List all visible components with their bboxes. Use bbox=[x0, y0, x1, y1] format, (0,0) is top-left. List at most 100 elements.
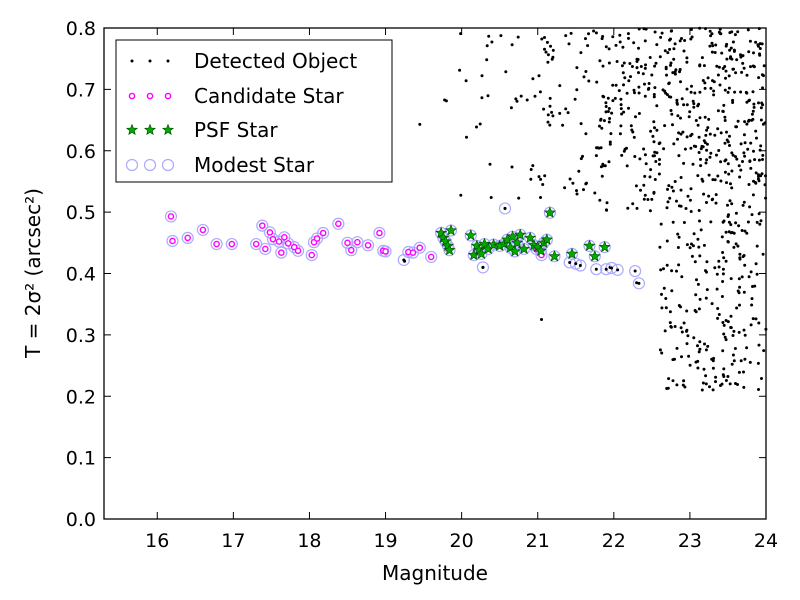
detected-object-point bbox=[697, 151, 701, 154]
detected-object-point bbox=[584, 132, 588, 136]
detected-object-point bbox=[548, 96, 552, 100]
detected-object-point bbox=[465, 135, 468, 139]
detected-object-point bbox=[707, 194, 711, 198]
detected-object-point bbox=[643, 193, 647, 197]
detected-object-point bbox=[727, 220, 731, 224]
detected-object-point bbox=[724, 338, 728, 342]
detected-object-point bbox=[480, 96, 484, 100]
detected-object-point bbox=[650, 73, 654, 77]
detected-object-point bbox=[725, 130, 728, 134]
detected-object-point bbox=[480, 74, 484, 78]
detected-object-point bbox=[581, 154, 584, 158]
detected-object-point bbox=[539, 177, 543, 181]
modest-star-center bbox=[574, 262, 578, 266]
detected-object-point bbox=[575, 192, 579, 196]
detected-object-point bbox=[635, 66, 639, 70]
detected-object-point bbox=[658, 55, 662, 59]
psf-star-point bbox=[518, 242, 531, 255]
detected-object-point bbox=[669, 325, 673, 329]
detected-object-point bbox=[485, 58, 489, 62]
detected-object-point bbox=[760, 172, 764, 176]
detected-object-point bbox=[605, 208, 609, 212]
psf-star-point bbox=[565, 247, 578, 259]
modest-star-point bbox=[590, 263, 603, 276]
detected-object-point bbox=[669, 29, 673, 33]
detected-object-point bbox=[694, 360, 698, 364]
detected-object-point bbox=[744, 90, 748, 94]
detected-object-point bbox=[721, 349, 725, 353]
detected-object-point bbox=[698, 297, 702, 301]
detected-object-point bbox=[710, 32, 714, 36]
candidate-star-point bbox=[169, 237, 176, 245]
detected-object-point bbox=[758, 222, 762, 226]
detected-object-point bbox=[529, 177, 533, 181]
detected-object-point bbox=[611, 35, 615, 39]
detected-object-point bbox=[621, 71, 625, 75]
detected-object-point bbox=[653, 30, 657, 34]
candidate-star-point bbox=[266, 229, 274, 236]
detected-object-point bbox=[723, 119, 727, 122]
detected-object-point bbox=[694, 145, 698, 148]
detected-object-point bbox=[708, 44, 712, 48]
detected-object-point bbox=[666, 187, 669, 191]
detected-object-point bbox=[584, 37, 587, 41]
detected-object-point bbox=[709, 220, 713, 224]
modest-star-point bbox=[307, 236, 321, 249]
detected-object-point bbox=[720, 295, 724, 298]
detected-object-point bbox=[478, 122, 482, 126]
detected-object-point bbox=[690, 254, 694, 258]
detected-object-point bbox=[631, 130, 635, 134]
modest-star-point bbox=[225, 237, 238, 251]
detected-object-point bbox=[604, 105, 608, 108]
detected-object-point bbox=[751, 317, 755, 321]
candidate-star-point bbox=[228, 240, 236, 248]
modest-star-point bbox=[345, 244, 358, 257]
detected-object-point bbox=[685, 56, 689, 60]
candidate-star-point bbox=[213, 240, 220, 248]
detected-object-point bbox=[626, 206, 630, 210]
detected-object-point bbox=[515, 99, 519, 103]
detected-object-point bbox=[732, 245, 736, 249]
detected-object-point bbox=[730, 169, 734, 173]
detected-object-point bbox=[551, 114, 555, 118]
detected-object-point bbox=[664, 297, 668, 300]
detected-object-point bbox=[748, 159, 752, 163]
detected-object-point bbox=[650, 197, 654, 201]
detected-object-point bbox=[546, 53, 550, 57]
detected-object-point bbox=[662, 267, 665, 271]
detected-object-point bbox=[569, 31, 573, 35]
detected-object-point bbox=[745, 346, 749, 350]
detected-object-point bbox=[671, 358, 675, 362]
detected-object-point bbox=[667, 81, 671, 85]
detected-object-point bbox=[696, 366, 700, 370]
detected-object-point bbox=[729, 182, 732, 186]
legend-label: Detected Object bbox=[194, 49, 357, 73]
detected-object-point bbox=[722, 367, 726, 371]
detected-object-point bbox=[728, 31, 732, 35]
detected-object-point bbox=[736, 244, 740, 248]
detected-object-point bbox=[666, 200, 670, 204]
modest-star-point bbox=[498, 202, 512, 215]
detected-object-point bbox=[700, 56, 704, 60]
detected-object-point bbox=[671, 71, 675, 75]
detected-object-point bbox=[677, 204, 681, 208]
detected-object-point bbox=[573, 97, 577, 101]
detected-object-point bbox=[696, 282, 700, 286]
detected-object-point bbox=[687, 354, 691, 358]
detected-object-point bbox=[739, 90, 743, 94]
detected-object-point bbox=[642, 147, 646, 151]
detected-object-point bbox=[757, 173, 760, 177]
detected-object-point bbox=[486, 94, 490, 98]
detected-object-point bbox=[752, 65, 756, 69]
detected-object-point bbox=[677, 154, 681, 158]
detected-object-point bbox=[723, 141, 727, 145]
detected-object-point bbox=[643, 82, 646, 86]
star-markers-layer bbox=[164, 202, 646, 290]
detected-object-point bbox=[690, 132, 694, 136]
detected-object-point bbox=[751, 90, 755, 94]
detected-object-point bbox=[713, 178, 717, 182]
detected-object-point bbox=[614, 83, 618, 87]
detected-object-point bbox=[685, 135, 689, 139]
detected-object-point bbox=[739, 142, 743, 146]
detected-object-point bbox=[735, 58, 739, 62]
